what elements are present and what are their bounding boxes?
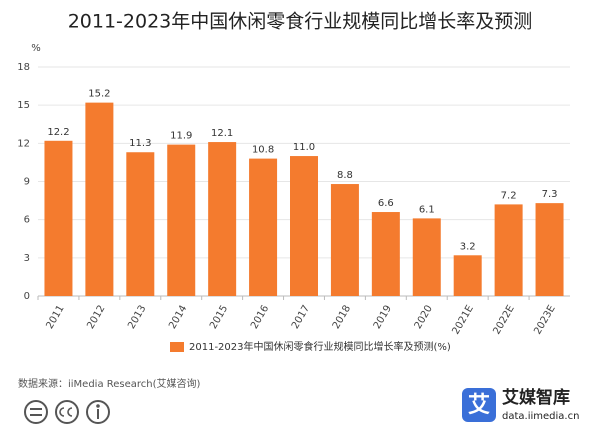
chart-title: 2011-2023年中国休闲零食行业规模同比增长率及预测 bbox=[68, 11, 533, 33]
data-label: 15.2 bbox=[88, 89, 110, 100]
bar bbox=[126, 152, 155, 296]
bar bbox=[535, 203, 564, 296]
legend-label: 2011-2023年中国休闲零食行业规模同比增长率及预测(%) bbox=[189, 340, 451, 353]
y-tick-label: 15 bbox=[17, 100, 30, 111]
bar bbox=[494, 204, 523, 296]
x-tick-label: 2011 bbox=[44, 304, 66, 332]
x-tick-label: 2023E bbox=[532, 304, 557, 337]
bar bbox=[85, 102, 114, 296]
brand-name: 艾媒智库 bbox=[502, 387, 570, 408]
bar bbox=[167, 144, 196, 296]
x-tick-label: 2012 bbox=[85, 304, 107, 332]
y-tick-label: 3 bbox=[24, 253, 30, 264]
bar bbox=[290, 156, 318, 296]
legend-swatch bbox=[170, 342, 184, 352]
data-label: 8.8 bbox=[337, 170, 353, 181]
data-label: 3.2 bbox=[460, 241, 476, 252]
bar bbox=[208, 142, 237, 296]
x-tick-label: 2015 bbox=[208, 304, 230, 332]
x-tick-label: 2017 bbox=[290, 304, 312, 332]
data-label: 11.9 bbox=[170, 131, 192, 142]
y-tick-label: 9 bbox=[24, 177, 30, 188]
license-icons bbox=[24, 400, 110, 424]
x-tick-label: 2016 bbox=[249, 304, 271, 332]
brand-logo bbox=[462, 388, 496, 422]
x-tick-label: 2021E bbox=[450, 304, 475, 337]
bar bbox=[371, 212, 400, 296]
y-tick-label: 12 bbox=[17, 138, 30, 149]
brand-mark: 艾 bbox=[468, 393, 490, 418]
bar bbox=[412, 218, 441, 296]
x-tick-label: 2018 bbox=[331, 304, 353, 332]
source: 数据来源：iiMedia Research(艾媒咨询) bbox=[18, 377, 201, 390]
y-tick-label: 18 bbox=[17, 62, 30, 73]
data-label: 6.1 bbox=[419, 204, 435, 215]
x-tick-label: 2022E bbox=[491, 303, 516, 336]
data-label: 11.3 bbox=[129, 138, 151, 149]
x-tick-label: 2013 bbox=[126, 304, 148, 332]
bar bbox=[330, 184, 359, 296]
data-label: 12.2 bbox=[47, 127, 69, 138]
x-tick-label: 2020 bbox=[413, 304, 435, 332]
y-unit: % bbox=[31, 43, 41, 54]
data-label: 6.6 bbox=[378, 198, 394, 209]
brand-url: data.iimedia.cn bbox=[502, 411, 579, 422]
y-tick-label: 0 bbox=[24, 291, 30, 302]
x-tick-label: 2019 bbox=[372, 304, 394, 332]
bar bbox=[44, 140, 73, 296]
x-tick-label: 2014 bbox=[167, 304, 189, 332]
data-label: 10.8 bbox=[252, 145, 274, 156]
bar bbox=[249, 158, 278, 296]
data-label: 11.0 bbox=[293, 142, 315, 153]
bar bbox=[453, 255, 482, 296]
data-label: 7.2 bbox=[501, 190, 517, 201]
data-label: 7.3 bbox=[542, 189, 558, 200]
data-label: 12.1 bbox=[211, 128, 233, 139]
y-tick-label: 6 bbox=[24, 215, 30, 226]
